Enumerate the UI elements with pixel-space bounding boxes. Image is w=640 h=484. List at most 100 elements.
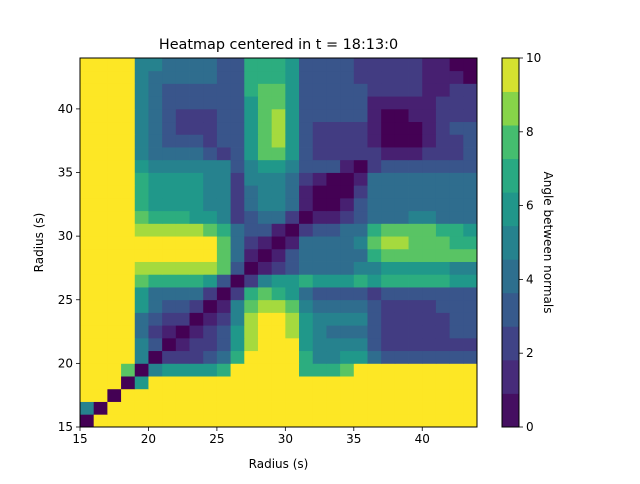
heatmap-cell xyxy=(80,388,95,402)
heatmap-cell xyxy=(271,147,286,161)
heatmap-cell xyxy=(216,414,231,428)
heatmap-cell xyxy=(449,248,464,262)
heatmap-cell xyxy=(353,210,368,224)
heatmap-cell xyxy=(299,401,314,415)
heatmap-cell xyxy=(367,248,382,262)
colorbar-segment xyxy=(502,292,519,327)
heatmap-cell xyxy=(244,337,259,352)
heatmap-cell xyxy=(285,58,300,72)
heatmap-cell xyxy=(271,172,286,186)
heatmap-cell xyxy=(449,274,464,288)
heatmap-cell xyxy=(381,350,396,364)
heatmap-cell xyxy=(340,172,355,186)
heatmap-cell xyxy=(435,261,451,275)
heatmap-cell xyxy=(340,223,355,237)
heatmap-cell xyxy=(107,414,122,428)
heatmap-cell xyxy=(203,287,218,301)
heatmap-cell xyxy=(107,159,122,173)
heatmap-cell xyxy=(408,248,423,262)
heatmap-cell xyxy=(340,96,355,110)
heatmap-cell xyxy=(244,147,259,161)
heatmap-cell xyxy=(107,147,122,161)
heatmap-cell xyxy=(353,287,368,301)
heatmap-cell xyxy=(134,96,149,110)
heatmap-cell xyxy=(244,172,259,186)
heatmap-cell xyxy=(175,134,190,148)
x-axis-ticks: 15 20 25 30 35 40 xyxy=(72,427,430,446)
heatmap-cell xyxy=(107,172,122,186)
heatmap-cell xyxy=(449,58,464,72)
heatmap-cell xyxy=(408,83,423,97)
heatmap-cell xyxy=(203,248,218,262)
heatmap-cell xyxy=(299,299,314,313)
heatmap-cell xyxy=(353,147,368,161)
heatmap-cell xyxy=(271,121,286,135)
heatmap-cell xyxy=(367,261,382,275)
heatmap-cell xyxy=(271,337,286,352)
heatmap-cell xyxy=(340,210,355,224)
heatmap-cell xyxy=(340,248,355,262)
heatmap-cell xyxy=(121,274,136,288)
heatmap-cell xyxy=(422,134,437,148)
heatmap-cell xyxy=(408,299,423,313)
heatmap-cell xyxy=(299,58,314,72)
heatmap-cell xyxy=(216,312,231,326)
heatmap-cell xyxy=(408,325,423,339)
heatmap-cell xyxy=(162,70,177,84)
heatmap-cell xyxy=(230,363,245,377)
heatmap-cell xyxy=(449,147,464,161)
heatmap-cell xyxy=(80,159,95,173)
heatmap-cell xyxy=(408,363,423,377)
heatmap-cell xyxy=(381,414,396,428)
heatmap-cell xyxy=(381,147,396,161)
heatmap-cell xyxy=(257,210,273,224)
heatmap-cell xyxy=(312,325,327,339)
heatmap-cell xyxy=(107,376,122,390)
heatmap-cell xyxy=(175,172,190,186)
heatmap-cell xyxy=(381,261,396,275)
heatmap-cell xyxy=(299,414,314,428)
heatmap-cell xyxy=(230,376,245,390)
heatmap-cell xyxy=(381,223,396,237)
heatmap-cell xyxy=(422,414,437,428)
heatmap-cell xyxy=(408,312,423,326)
heatmap-cell xyxy=(353,299,368,313)
heatmap-cell xyxy=(367,274,382,288)
colorbar-tick-label: 6 xyxy=(526,199,534,213)
heatmap-cell xyxy=(381,108,396,123)
heatmap-cell xyxy=(216,83,231,97)
heatmap-cell xyxy=(326,236,341,250)
heatmap-cell xyxy=(326,223,341,237)
heatmap-cell xyxy=(381,363,396,377)
heatmap-cell xyxy=(244,108,259,123)
heatmap-cell xyxy=(203,261,218,275)
heatmap-cell xyxy=(381,197,396,212)
heatmap-cell xyxy=(230,299,245,313)
heatmap-cell xyxy=(189,350,204,364)
heatmap-cell xyxy=(148,363,163,377)
heatmap-cell xyxy=(299,337,314,352)
heatmap-cell xyxy=(257,401,273,415)
heatmap-cell xyxy=(216,248,231,262)
heatmap-cell xyxy=(175,83,190,97)
heatmap-cell xyxy=(299,108,314,123)
heatmap-cell xyxy=(422,58,437,72)
heatmap-cell xyxy=(203,147,218,161)
heatmap-cell xyxy=(463,287,478,301)
heatmap-cell xyxy=(203,121,218,135)
heatmap-cell xyxy=(422,376,437,390)
heatmap-cell xyxy=(162,337,177,352)
heatmap-cell xyxy=(312,312,327,326)
heatmap-cell xyxy=(257,172,273,186)
heatmap-cell xyxy=(216,121,231,135)
heatmap-cell xyxy=(148,185,163,199)
heatmap-cell xyxy=(175,401,190,415)
heatmap-cell xyxy=(121,261,136,275)
heatmap-cell xyxy=(148,401,163,415)
heatmap-cell xyxy=(134,325,149,339)
heatmap-cell xyxy=(449,108,464,123)
heatmap-cell xyxy=(121,376,136,390)
heatmap-cell xyxy=(312,172,327,186)
heatmap-cell xyxy=(134,159,149,173)
